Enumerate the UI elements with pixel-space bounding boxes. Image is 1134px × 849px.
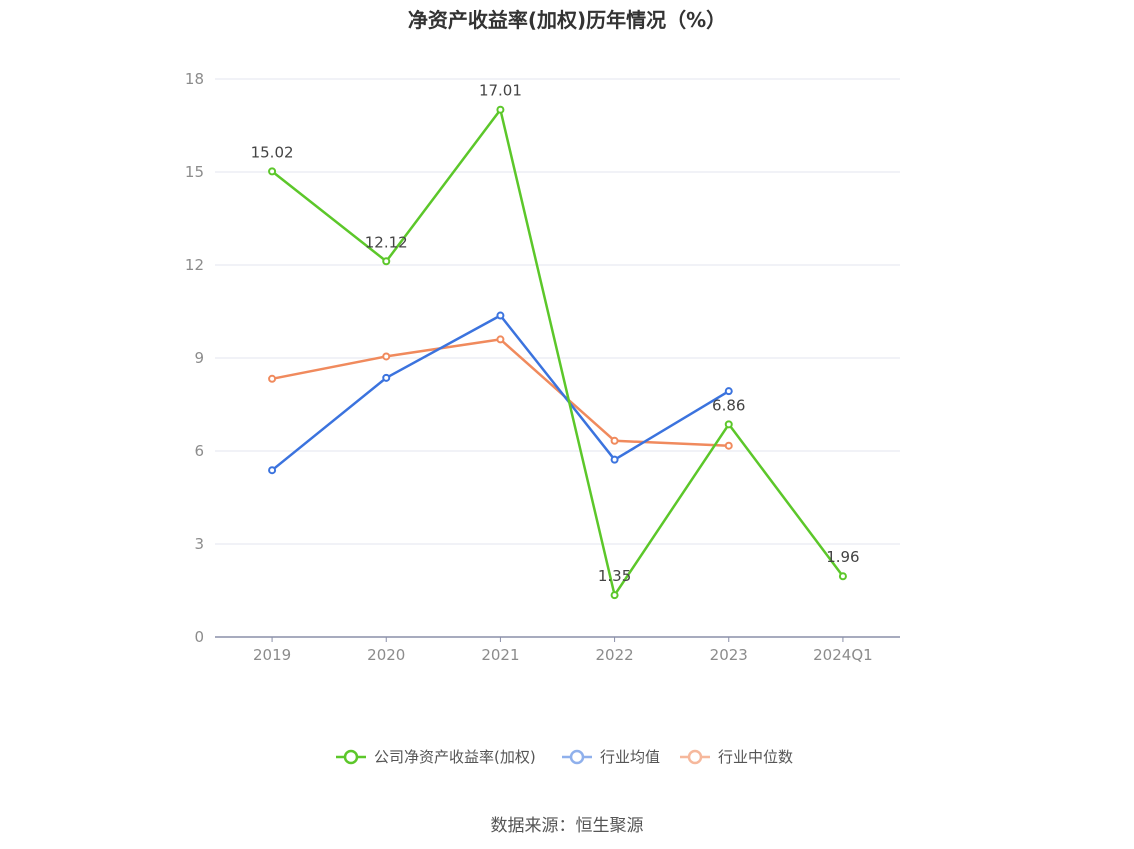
data-point [496, 335, 505, 344]
source-note: 数据来源：恒生聚源 [490, 816, 644, 836]
y-tick-label: 15 [185, 163, 204, 181]
x-tick-label: 2021 [481, 646, 519, 664]
legend[interactable]: 公司净资产收益率(加权) 行业均值 行业中位数 [336, 748, 793, 766]
data-label: 6.86 [712, 396, 745, 414]
data-label: 15.02 [251, 143, 294, 161]
series-lines [268, 105, 847, 600]
legend-label: 行业均值 [600, 748, 660, 766]
y-tick-label: 9 [194, 349, 204, 367]
data-point [724, 420, 733, 429]
y-tick-label: 6 [194, 442, 204, 460]
data-point [496, 105, 505, 114]
x-tick-label: 2022 [595, 646, 633, 664]
data-point [382, 373, 391, 382]
data-point [268, 167, 277, 176]
data-point [610, 455, 619, 464]
data-point [610, 436, 619, 445]
x-tick-label: 2023 [710, 646, 748, 664]
data-point [610, 591, 619, 600]
data-point [724, 441, 733, 450]
grid-lines [215, 78, 900, 545]
x-tick-label: 2020 [367, 646, 405, 664]
data-label: 17.01 [479, 82, 522, 100]
data-labels: 15.02 12.12 17.01 1.35 6.86 1.96 [251, 82, 860, 585]
chart-title: 净资产收益率(加权)历年情况（%） [407, 8, 727, 32]
y-tick-label: 3 [194, 535, 204, 553]
y-tick-label: 0 [194, 628, 204, 646]
data-point [382, 352, 391, 361]
legend-label: 行业中位数 [718, 748, 793, 766]
data-label: 1.35 [598, 567, 631, 585]
data-label: 12.12 [365, 233, 408, 251]
axes: 0 3 6 9 12 15 18 2019 2020 2021 2022 2023 2024Q1 [185, 70, 900, 664]
data-point [496, 311, 505, 320]
data-point [268, 466, 277, 475]
data-point [724, 387, 733, 396]
x-tick-label: 2019 [253, 646, 291, 664]
y-tick-label: 18 [185, 70, 204, 88]
legend-marker [343, 749, 359, 765]
series-line [271, 338, 729, 447]
y-tick-label: 12 [185, 256, 204, 274]
series-line [271, 108, 844, 597]
legend-item[interactable]: 公司净资产收益率(加权) [336, 748, 536, 766]
data-point [838, 572, 847, 581]
legend-label: 公司净资产收益率(加权) [374, 748, 536, 766]
legend-marker [687, 749, 703, 765]
x-tick-label: 2024Q1 [813, 646, 873, 664]
legend-marker [569, 749, 585, 765]
data-point [382, 257, 391, 266]
data-point [268, 374, 277, 383]
legend-item[interactable]: 行业均值 [562, 748, 660, 766]
data-label: 1.96 [826, 548, 859, 566]
legend-item[interactable]: 行业中位数 [680, 748, 793, 766]
